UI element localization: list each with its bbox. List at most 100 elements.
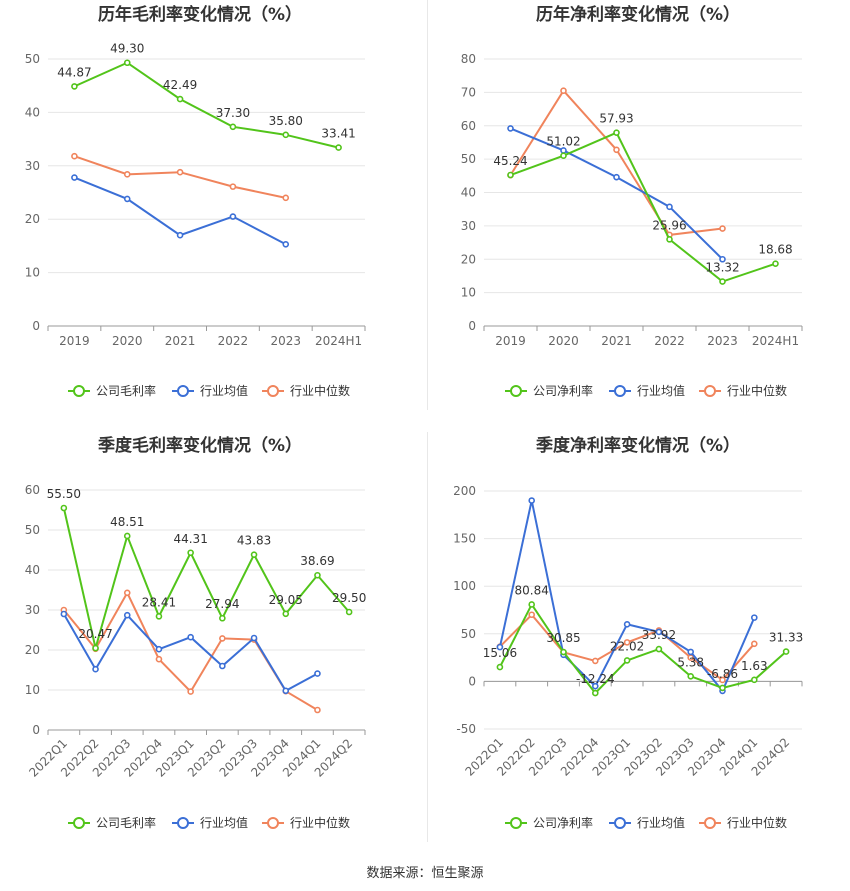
- chart-title: 季度净利率变化情况（%）: [536, 435, 740, 456]
- legend-item[interactable]: 行业均值: [609, 383, 685, 398]
- data-label: 57.93: [599, 112, 633, 126]
- data-label: 33.92: [642, 628, 676, 642]
- data-point: [613, 146, 620, 154]
- legend-item[interactable]: 行业均值: [609, 815, 685, 830]
- y-tick-label: 20: [461, 252, 476, 266]
- legend-marker: [704, 385, 716, 397]
- y-tick-label: 10: [25, 683, 40, 697]
- y-tick-label: 30: [25, 603, 40, 617]
- y-tick-label: 40: [25, 105, 40, 119]
- data-label: 5.38: [677, 655, 704, 669]
- legend-label: 公司毛利率: [96, 383, 156, 398]
- x-tick-label: 2024H1: [315, 334, 362, 348]
- x-tick-label: 2021: [601, 334, 632, 348]
- series-line-1: [62, 507, 350, 649]
- data-point: [282, 687, 290, 695]
- chart-title: 季度毛利率变化情况（%）: [98, 435, 302, 456]
- data-point: [71, 174, 78, 181]
- legend-label: 公司毛利率: [96, 815, 156, 830]
- data-label: 29.50: [332, 591, 366, 605]
- y-tick-label: 20: [25, 212, 40, 226]
- data-point: [219, 635, 226, 642]
- legend: 公司毛利率 行业均值 行业中位数: [68, 815, 350, 830]
- data-point: [314, 571, 321, 579]
- legend-item[interactable]: 公司净利率: [505, 383, 593, 398]
- data-point: [623, 639, 631, 646]
- data-point: [123, 532, 131, 540]
- data-label: 51.02: [546, 135, 580, 149]
- legend-label: 行业中位数: [727, 815, 787, 830]
- chart-title: 历年净利率变化情况（%）: [536, 4, 740, 25]
- legend-marker: [614, 817, 626, 829]
- legend-marker: [614, 385, 626, 397]
- legend: 公司净利率 行业均值 行业中位数: [505, 815, 787, 830]
- data-point: [250, 634, 258, 642]
- data-point: [687, 672, 695, 680]
- data-point: [496, 643, 504, 651]
- data-point: [282, 610, 290, 618]
- data-label: 13.32: [705, 261, 739, 275]
- data-label: 33.41: [321, 127, 355, 141]
- data-point: [123, 611, 131, 619]
- data-point: [123, 589, 131, 597]
- legend-label: 行业均值: [200, 815, 248, 830]
- data-point: [123, 195, 131, 203]
- legend-marker: [267, 817, 279, 829]
- legend-label: 行业中位数: [290, 383, 350, 398]
- data-label: 27.94: [205, 597, 239, 611]
- y-tick-label: 50: [461, 627, 476, 641]
- data-point: [314, 670, 321, 677]
- data-label: 38.69: [300, 554, 334, 568]
- y-tick-label: 10: [25, 266, 40, 280]
- data-point: [219, 614, 226, 622]
- y-tick-label: 0: [468, 319, 476, 333]
- y-tick-label: 50: [25, 52, 40, 66]
- data-point: [613, 129, 620, 136]
- data-label: 45.24: [493, 154, 527, 168]
- data-point: [123, 59, 131, 67]
- data-point: [719, 225, 726, 232]
- data-point: [71, 152, 78, 160]
- legend-item[interactable]: 公司毛利率: [68, 815, 156, 830]
- data-point: [250, 551, 258, 558]
- chart-panel-2: 历年净利率变化情况（%） 0 10 20 30 40 50 60 70 80 2019 2020 202…: [461, 4, 803, 398]
- data-label: 48.51: [110, 515, 144, 529]
- legend-item[interactable]: 行业中位数: [699, 815, 787, 830]
- data-point: [623, 620, 631, 628]
- legend-item[interactable]: 行业中位数: [699, 383, 787, 398]
- data-point: [176, 95, 184, 103]
- legend-marker: [267, 385, 279, 397]
- data-point: [655, 628, 663, 636]
- legend-marker: [510, 385, 522, 397]
- data-label: 18.68: [758, 243, 792, 257]
- data-point: [613, 173, 620, 181]
- data-label: 31.33: [769, 631, 803, 645]
- legend-label: 行业中位数: [290, 815, 350, 830]
- data-label: 35.80: [269, 114, 303, 128]
- legend-item[interactable]: 公司毛利率: [68, 383, 156, 398]
- data-point: [229, 123, 237, 131]
- y-tick-label: 30: [461, 219, 476, 233]
- legend-marker: [73, 385, 85, 397]
- data-point: [719, 676, 726, 684]
- data-label: 49.30: [110, 42, 144, 56]
- data-point: [666, 203, 673, 211]
- legend-item[interactable]: 行业中位数: [262, 383, 350, 398]
- legend-marker: [177, 385, 189, 397]
- legend-item[interactable]: 行业均值: [172, 383, 248, 398]
- data-point: [92, 644, 99, 652]
- y-tick-label: -50: [456, 722, 476, 736]
- legend-item[interactable]: 公司净利率: [505, 815, 593, 830]
- x-tick-label: 2019: [59, 334, 90, 348]
- legend-marker: [177, 817, 189, 829]
- data-point: [219, 662, 226, 670]
- data-point: [282, 131, 290, 139]
- legend-item[interactable]: 行业中位数: [262, 815, 350, 830]
- y-tick-label: 70: [461, 85, 476, 99]
- y-tick-label: 80: [461, 52, 476, 66]
- legend-item[interactable]: 行业均值: [172, 815, 248, 830]
- data-point: [60, 610, 68, 618]
- data-point: [92, 665, 99, 673]
- chart-panel-1: 历年毛利率变化情况（%） 0 10 20 30 40 50 2019 2020 2021 2022 2…: [25, 4, 366, 398]
